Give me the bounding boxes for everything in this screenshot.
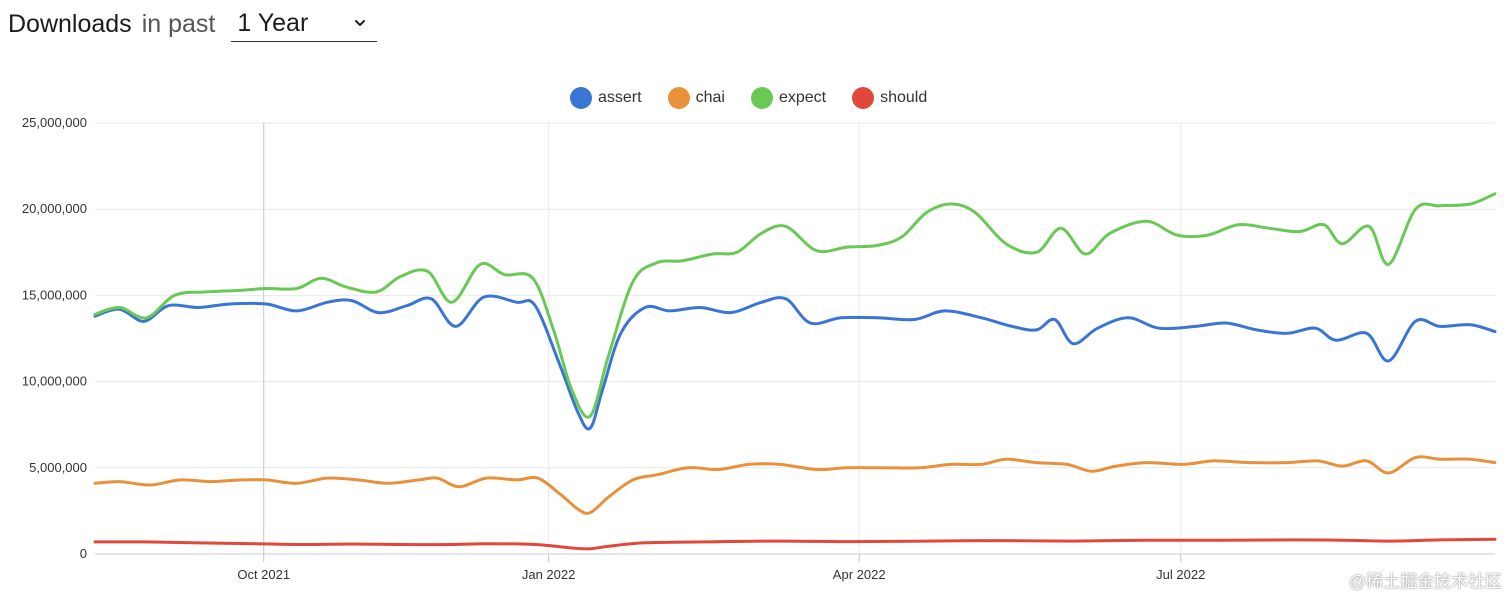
- legend-swatch-expect: [750, 87, 773, 109]
- legend-swatch-chai: [667, 87, 690, 109]
- period-select-value: 1 Year: [237, 9, 309, 37]
- downloads-header: Downloads in past 1 Year: [8, 4, 378, 44]
- x-tick-label: Jan 2022: [522, 567, 576, 582]
- series-line-assert: [93, 294, 1497, 431]
- series-line-chai: [93, 455, 1497, 515]
- x-tick-label: Oct 2021: [237, 567, 290, 582]
- legend-label-should: should: [880, 89, 928, 106]
- watermark: @稀土掘金技术社区: [1349, 567, 1502, 592]
- legend-item-expect[interactable]: expect: [750, 87, 827, 109]
- in-past-label: in past: [141, 9, 216, 38]
- downloads-title: Downloads: [8, 9, 132, 38]
- legend-swatch-assert: [570, 87, 592, 109]
- series-line-expect: [93, 192, 1497, 419]
- y-tick-label: 25,000,000: [22, 115, 87, 130]
- legend-items: assert chai expect should: [570, 87, 927, 109]
- y-tick-label: 20,000,000: [22, 201, 87, 216]
- watermark-text: @稀土掘金技术社区: [1348, 572, 1502, 591]
- chevron-down-icon: [355, 20, 366, 26]
- period-select[interactable]: 1 Year: [231, 6, 378, 42]
- legend-label-expect: expect: [778, 89, 827, 106]
- x-tick-label: Apr 2022: [833, 567, 886, 582]
- legend-swatch-should: [852, 87, 875, 109]
- y-tick-label: 15,000,000: [22, 287, 87, 302]
- legend-label-assert: assert: [598, 89, 642, 106]
- legend-item-should[interactable]: should: [852, 87, 927, 109]
- series-line-should: [93, 537, 1497, 551]
- legend-label-chai: chai: [695, 89, 725, 106]
- y-tick-label: 5,000,000: [29, 460, 87, 475]
- legend-item-assert[interactable]: assert: [570, 87, 642, 109]
- x-tick-label: Jul 2022: [1156, 567, 1205, 582]
- y-tick-label: 10,000,000: [22, 374, 87, 389]
- y-tick-label: 0: [80, 546, 87, 561]
- legend-item-chai[interactable]: chai: [667, 87, 725, 109]
